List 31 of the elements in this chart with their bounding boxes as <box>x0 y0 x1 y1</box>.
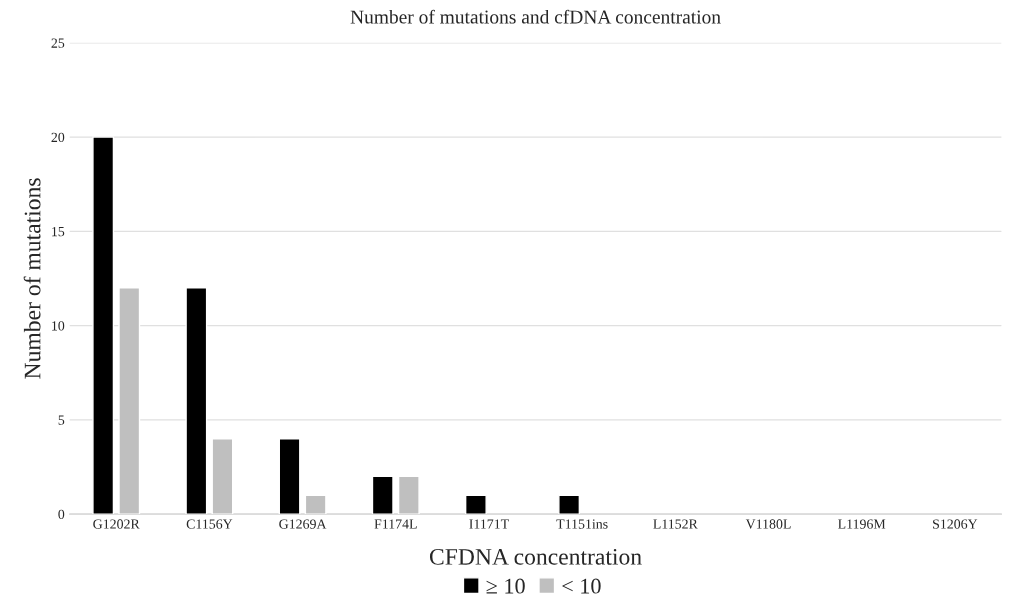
x-tick-label: T1151ins <box>556 519 608 529</box>
x-tick-label: V1180L <box>745 519 791 529</box>
legend-label: ≥ 10 <box>486 578 525 594</box>
x-tick-label: L1196M <box>838 519 886 529</box>
x-tick-label: I1171T <box>469 519 509 529</box>
x-tick-label: C1156Y <box>186 519 233 529</box>
bar <box>92 136 115 515</box>
y-tick-label: 10 <box>52 321 65 331</box>
chart-title: Number of mutations and cfDNA concentration <box>350 9 721 24</box>
y-tick-label: 5 <box>58 415 65 425</box>
y-tick-label: 20 <box>51 132 65 143</box>
bar <box>185 287 208 515</box>
bar <box>118 287 141 515</box>
bar <box>211 437 234 515</box>
y-tick-label: 0 <box>58 509 65 520</box>
bar <box>304 494 327 515</box>
bar <box>371 475 394 515</box>
y-tick-label: 15 <box>52 226 65 237</box>
x-tick-label: G1202R <box>93 519 140 529</box>
y-axis-title: Number of mutations <box>23 178 41 379</box>
y-tick-label: 25 <box>51 38 65 48</box>
bar <box>464 494 487 515</box>
bar <box>397 475 420 515</box>
x-axis-title: CFDNA concentration <box>429 548 642 565</box>
x-tick-label: F1174L <box>374 519 417 529</box>
x-tick-label: G1269A <box>279 519 327 529</box>
bar <box>558 494 581 515</box>
legend-label: < 10 <box>562 578 601 594</box>
x-tick-label: L1152R <box>653 519 698 529</box>
bar <box>278 437 301 515</box>
x-tick-label: S1206Y <box>933 519 978 529</box>
